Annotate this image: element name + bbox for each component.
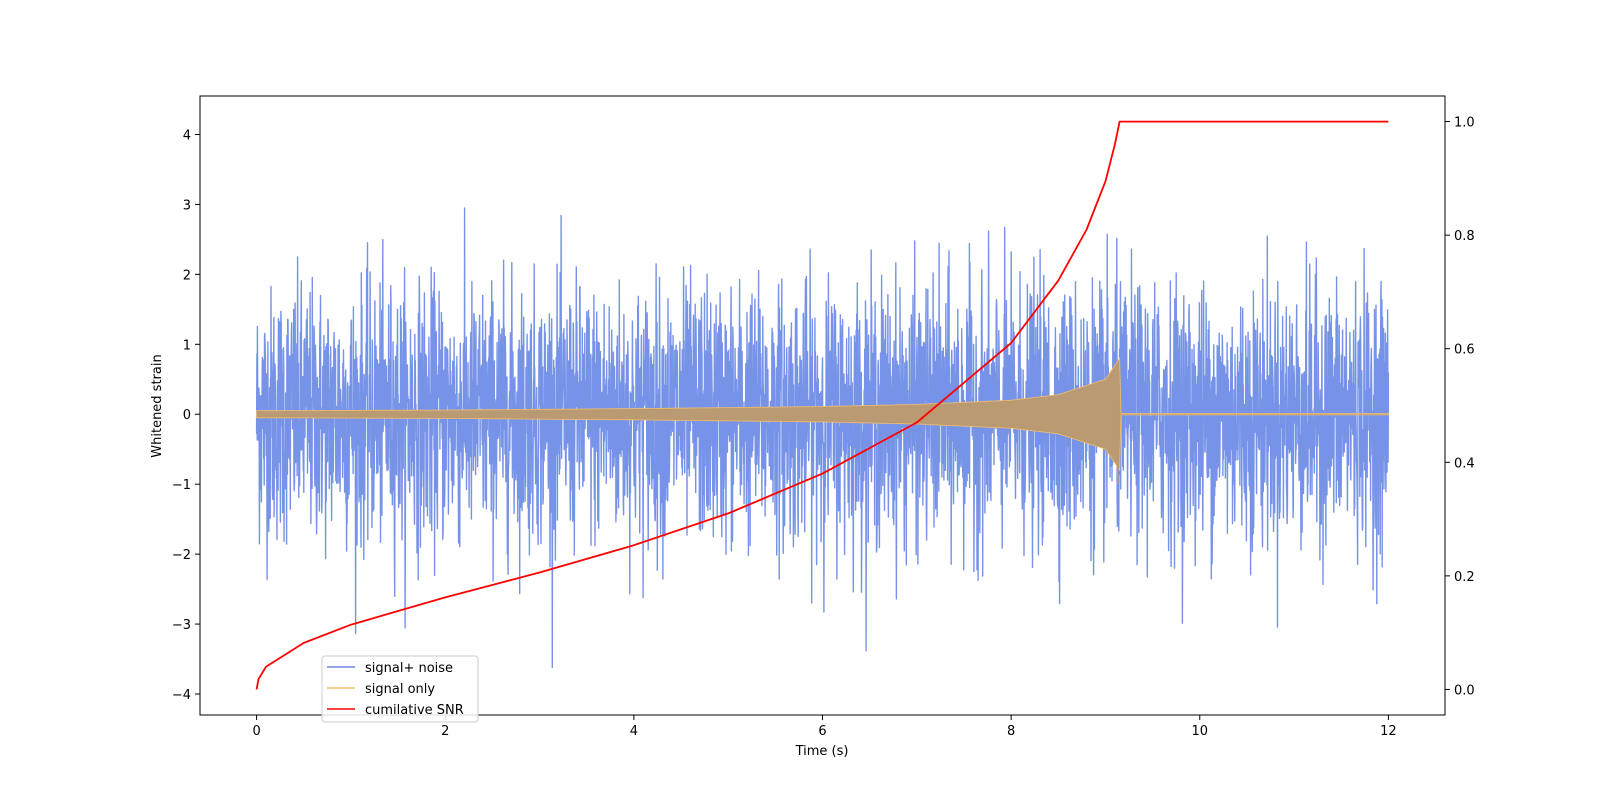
x-tick-label: 8: [1007, 724, 1015, 739]
y-tick-label: 3: [183, 198, 191, 213]
x-tick-label: 12: [1380, 724, 1397, 739]
y-tick-label: −1: [172, 478, 191, 493]
y2-tick-label: 0.2: [1454, 570, 1475, 585]
signal-plus-noise-line: [255, 207, 1390, 669]
x-axis-label: Time (s): [795, 744, 849, 759]
y-tick-label: 4: [183, 128, 191, 143]
y-axis-ticks: −4 −3 −2 −1 0 1 2 3 4: [172, 128, 200, 703]
legend-label-cumulative-snr: cumilative SNR: [365, 703, 464, 718]
signal-only-envelope: [256, 357, 1389, 472]
y2-tick-label: 0.4: [1454, 456, 1475, 471]
x-tick-label: 6: [818, 724, 826, 739]
x-tick-label: 2: [441, 724, 449, 739]
cumulative-snr-line: [255, 120, 1389, 690]
signal-only-series: [256, 357, 1389, 485]
y-tick-label: −2: [172, 548, 191, 563]
legend-label-signal-only: signal only: [365, 682, 435, 697]
y2-axis-ticks: 0.0 0.2 0.4 0.6 0.8 1.0: [1445, 116, 1475, 698]
cumulative-snr-series: [255, 120, 1389, 690]
x-tick-label: 10: [1191, 724, 1208, 739]
y-tick-label: 2: [183, 268, 191, 283]
y2-tick-label: 0.0: [1454, 683, 1475, 698]
legend-box: [321, 655, 479, 723]
signal-plus-noise-series: [255, 207, 1390, 669]
y-tick-label: −3: [172, 618, 191, 633]
y2-tick-label: 0.6: [1454, 343, 1475, 358]
legend: signal+ noise signal only cumilative SNR: [321, 655, 479, 723]
x-tick-label: 4: [630, 724, 638, 739]
x-tick-label: 0: [252, 724, 260, 739]
y-tick-label: 1: [183, 338, 191, 353]
y-tick-label: −4: [172, 688, 191, 703]
y-tick-label: 0: [183, 408, 191, 423]
y2-tick-label: 1.0: [1454, 116, 1475, 131]
y2-tick-label: 0.8: [1454, 229, 1475, 244]
legend-label-signal-plus-noise: signal+ noise: [365, 661, 453, 676]
y-axis-label: Whitened strain: [150, 354, 165, 457]
